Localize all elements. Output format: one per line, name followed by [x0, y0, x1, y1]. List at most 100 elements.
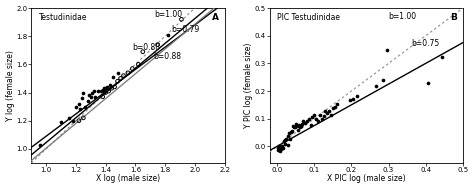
Point [99, 95, 107, 98]
Point [91, 95, 99, 98]
Point [295, 125, 302, 128]
Point [75, 102, 82, 105]
Point [353, 94, 361, 98]
Point [294, 129, 301, 132]
Point [178, 18, 185, 21]
Point [296, 126, 304, 129]
Point [94, 90, 102, 93]
Point [307, 123, 314, 126]
Point [283, 137, 290, 140]
Text: B: B [450, 13, 457, 22]
Point [100, 87, 108, 90]
Point [299, 122, 306, 125]
Point [80, 91, 87, 94]
X-axis label: X log (male size): X log (male size) [96, 174, 160, 184]
Point [331, 105, 338, 108]
Text: PIC Testudinidae: PIC Testudinidae [277, 13, 340, 22]
Point [117, 77, 124, 80]
Point [87, 95, 95, 98]
Point [372, 84, 379, 88]
Point [314, 119, 322, 122]
Point [325, 109, 333, 112]
Point [84, 99, 91, 102]
Point [36, 143, 44, 146]
Point [320, 115, 328, 118]
Text: b=0.75: b=0.75 [411, 39, 439, 48]
Point [310, 114, 318, 117]
Point [288, 130, 296, 133]
Point [278, 145, 285, 148]
Point [318, 118, 326, 121]
Point [287, 131, 295, 134]
Point [128, 67, 136, 70]
Text: b=0.88: b=0.88 [132, 43, 160, 52]
Point [99, 88, 107, 91]
Point [97, 90, 105, 93]
Point [286, 138, 294, 141]
Point [102, 91, 109, 94]
Point [327, 114, 335, 117]
Point [75, 119, 82, 122]
Point [329, 107, 337, 110]
Point [111, 85, 118, 88]
Point [438, 56, 446, 59]
Point [103, 85, 111, 88]
Point [316, 113, 324, 116]
Point [296, 123, 303, 126]
Point [282, 139, 289, 142]
Point [346, 98, 354, 101]
Point [72, 105, 80, 108]
Point [290, 126, 298, 129]
Text: b=0.79: b=0.79 [171, 25, 199, 34]
Point [90, 90, 98, 93]
Y-axis label: Y log (female size): Y log (female size) [6, 50, 15, 121]
Text: Testudinidae: Testudinidae [39, 13, 88, 22]
Text: b=1.00: b=1.00 [155, 10, 183, 19]
Point [164, 33, 172, 36]
Point [322, 109, 329, 112]
Point [273, 146, 281, 149]
Point [309, 116, 316, 119]
Point [298, 125, 305, 128]
Point [301, 121, 309, 124]
Point [284, 143, 292, 146]
Point [277, 147, 285, 150]
Text: b=0.88: b=0.88 [153, 52, 181, 61]
Point [108, 87, 115, 90]
Point [109, 76, 117, 79]
Point [379, 79, 387, 82]
Point [279, 146, 286, 149]
Point [114, 80, 121, 83]
Point [105, 90, 112, 93]
Point [300, 119, 307, 122]
Point [274, 148, 282, 151]
Point [154, 43, 162, 46]
Text: b=1.00: b=1.00 [389, 12, 417, 21]
Point [323, 111, 331, 114]
Point [102, 87, 109, 90]
Point [80, 116, 87, 119]
Point [85, 94, 93, 97]
Point [276, 144, 284, 147]
Point [289, 124, 297, 127]
Point [276, 150, 283, 153]
X-axis label: X PIC log (male size): X PIC log (male size) [327, 174, 406, 184]
Point [291, 125, 299, 129]
Point [303, 119, 310, 122]
Point [81, 105, 89, 108]
Point [114, 71, 121, 74]
Point [305, 118, 312, 121]
Point [89, 91, 96, 94]
Point [383, 49, 391, 52]
Point [78, 97, 86, 100]
Point [275, 145, 283, 148]
Point [286, 132, 293, 135]
Point [77, 108, 84, 111]
Point [349, 97, 357, 100]
Point [424, 82, 431, 85]
Y-axis label: Y PIC log (female size): Y PIC log (female size) [244, 43, 253, 128]
Point [120, 74, 128, 77]
Point [292, 125, 300, 128]
Point [57, 121, 65, 124]
Point [139, 50, 146, 53]
